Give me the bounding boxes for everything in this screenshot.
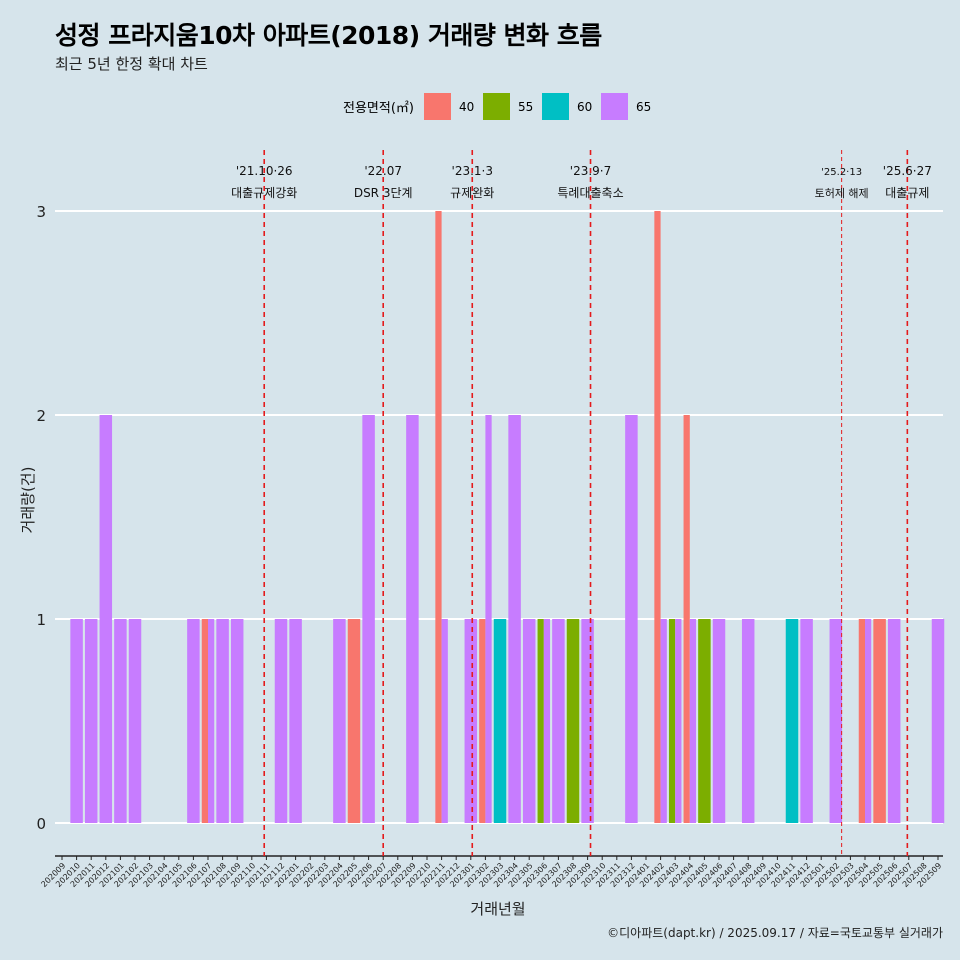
bar-202101-65	[114, 619, 127, 823]
bar-202402-65	[660, 619, 667, 823]
legend-swatch-60	[541, 93, 569, 120]
bar-202306-55	[537, 619, 544, 823]
bar-202403-65	[675, 619, 682, 823]
bar-202102-65	[128, 619, 142, 823]
bar-202509-65	[931, 619, 945, 823]
x-axis-title: 거래년월	[470, 900, 525, 918]
event-name-label: 토허제 해제	[815, 186, 869, 200]
bar-202302-65	[485, 415, 492, 823]
event-name-label: 특례대출축소	[557, 186, 623, 200]
bar-202504-40	[858, 619, 865, 823]
bar-202405-55	[698, 619, 711, 823]
bar-202404-65	[689, 619, 697, 823]
bar-202206-65	[362, 415, 375, 823]
bar-202302-40	[479, 619, 486, 823]
legend-swatch-65	[600, 93, 628, 120]
event-name-label: 대출규제	[885, 186, 929, 200]
bar-202106-65	[187, 619, 200, 823]
bar-202309-65	[581, 619, 594, 823]
legend-label-55: 55	[517, 99, 534, 114]
y-tick-label: 2	[36, 407, 46, 425]
bar-202011-65	[84, 619, 98, 823]
legend-label-65: 65	[635, 99, 652, 114]
bar-202211-40	[435, 211, 442, 823]
bar-202301-65	[464, 619, 478, 823]
bar-202303-60	[493, 619, 507, 823]
bar-202406-65	[712, 619, 726, 823]
bar-202505-40	[873, 619, 886, 823]
event-date-label: '25.2·13	[821, 167, 862, 178]
bar-202411-60	[785, 619, 799, 823]
bar-202305-65	[522, 619, 536, 823]
bar-202107-65	[208, 619, 215, 823]
bar-202404-40	[683, 415, 690, 823]
bar-202112-65	[274, 619, 288, 823]
legend-item-40: 40	[423, 93, 475, 120]
legend-swatch-55	[482, 93, 510, 120]
legend-item-60: 60	[541, 93, 593, 120]
bar-202209-65	[406, 415, 419, 823]
y-tick-label: 1	[36, 611, 46, 629]
bar-202402-40	[654, 211, 661, 823]
chart-subtitle: 최근 5년 한정 확대 차트	[55, 55, 208, 73]
legend-swatch-40	[423, 93, 451, 120]
bar-202109-65	[230, 619, 244, 823]
bar-202211-65	[441, 619, 448, 823]
bar-202306-65	[543, 619, 551, 823]
event-name-label: 규제완화	[450, 186, 494, 200]
y-axis-title: 거래량(건)	[19, 467, 37, 534]
bar-202506-65	[887, 619, 901, 823]
event-date-label: '23.9·7	[570, 164, 611, 178]
y-tick-label: 0	[36, 815, 46, 833]
legend-item-55: 55	[482, 93, 534, 120]
legend-label-60: 60	[576, 99, 593, 114]
event-date-label: '25.6·27	[883, 164, 932, 178]
bar-202010-65	[70, 619, 83, 823]
bar-202308-55	[566, 619, 580, 823]
event-date-label: '21.10·26	[236, 164, 293, 178]
bar-202502-65	[829, 619, 843, 823]
bar-202107-40	[201, 619, 208, 823]
bar-202312-65	[625, 415, 638, 823]
y-tick-label: 3	[36, 203, 46, 221]
bar-202205-40	[347, 619, 361, 823]
bar-202204-65	[333, 619, 346, 823]
bar-202408-65	[741, 619, 755, 823]
legend-title: 전용면적(㎡)	[343, 101, 414, 116]
legend-item-65: 65	[600, 93, 652, 120]
bar-202012-65	[99, 415, 113, 823]
event-name-label: 대출규제강화	[231, 186, 297, 200]
bar-202412-65	[800, 619, 813, 823]
source-caption: ©디아파트(dapt.kr) / 2025.09.17 / 자료=국토교통부 실…	[607, 926, 943, 940]
bar-202504-65	[865, 619, 872, 823]
bar-202201-65	[289, 619, 302, 823]
event-date-label: '23.1·3	[452, 164, 493, 178]
bar-202108-65	[216, 619, 229, 823]
chart-title: 성정 프라지움10차 아파트(2018) 거래량 변화 흐름	[55, 21, 602, 50]
legend-label-40: 40	[458, 99, 475, 114]
event-name-label: DSR 3단계	[354, 186, 413, 200]
bar-202307-65	[552, 619, 565, 823]
event-date-label: '22.07	[364, 164, 402, 178]
bar-202403-55	[668, 619, 676, 823]
legend: 전용면적(㎡) 40 55 60 65	[343, 93, 660, 120]
bar-202304-65	[508, 415, 521, 823]
